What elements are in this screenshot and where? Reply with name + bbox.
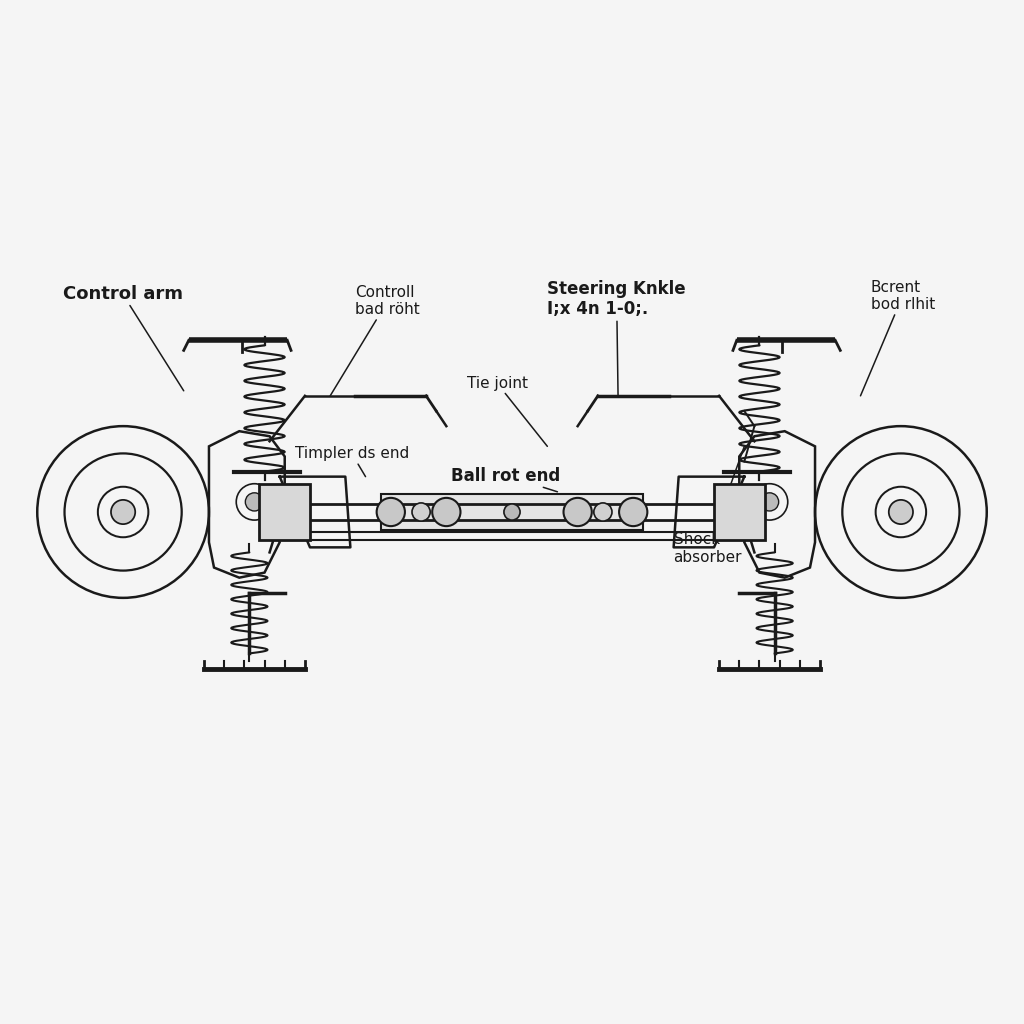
- Text: Tie joint: Tie joint: [467, 376, 548, 446]
- Circle shape: [111, 500, 135, 524]
- Circle shape: [563, 498, 592, 526]
- Circle shape: [413, 504, 429, 520]
- Circle shape: [620, 498, 647, 526]
- Circle shape: [432, 498, 461, 526]
- Bar: [714, 483, 765, 541]
- Bar: [381, 494, 643, 530]
- Text: Control arm: Control arm: [62, 285, 183, 391]
- Text: Steering Knkle
I;x 4n 1-0;.: Steering Knkle I;x 4n 1-0;.: [548, 280, 686, 396]
- Circle shape: [377, 498, 404, 526]
- Circle shape: [761, 493, 778, 511]
- Text: Controll
bad röht: Controll bad röht: [330, 285, 420, 396]
- Text: Bcrent
bod rlhit: Bcrent bod rlhit: [860, 280, 935, 396]
- Circle shape: [889, 500, 913, 524]
- Circle shape: [594, 503, 612, 521]
- Circle shape: [595, 504, 611, 520]
- Text: Timpler ds end: Timpler ds end: [295, 446, 409, 476]
- Text: Shock
absorber: Shock absorber: [674, 446, 744, 564]
- Circle shape: [246, 493, 263, 511]
- Text: Ball rot end: Ball rot end: [452, 467, 561, 492]
- Circle shape: [412, 503, 430, 521]
- Bar: [259, 483, 310, 541]
- Circle shape: [504, 504, 520, 520]
